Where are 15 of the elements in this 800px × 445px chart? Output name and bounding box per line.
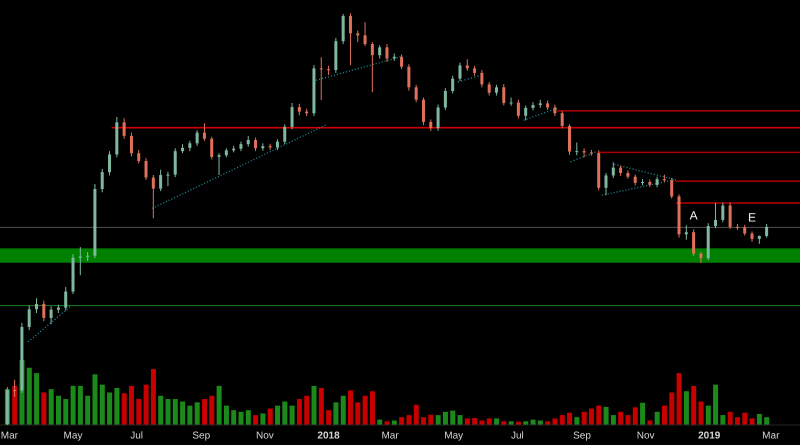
x-tick-label: Mar [762, 430, 780, 442]
annotation: E [748, 210, 756, 224]
x-tick-label: Mar [0, 430, 19, 442]
annotation: A [690, 208, 698, 222]
x-tick-label: Sep [192, 430, 211, 442]
x-tick-label: Sep [573, 430, 592, 442]
x-tick-label: 2018 [317, 430, 340, 442]
x-tick-label: Nov [256, 430, 274, 442]
x-tick-label: Mar [381, 430, 400, 442]
x-tick-label: May [444, 430, 464, 442]
x-tick-label: Jul [130, 430, 144, 442]
x-tick-label: Jul [510, 430, 524, 442]
x-tick-label: 2019 [698, 430, 721, 442]
x-tick-label: Nov [636, 430, 655, 442]
x-tick-label: May [64, 430, 82, 442]
